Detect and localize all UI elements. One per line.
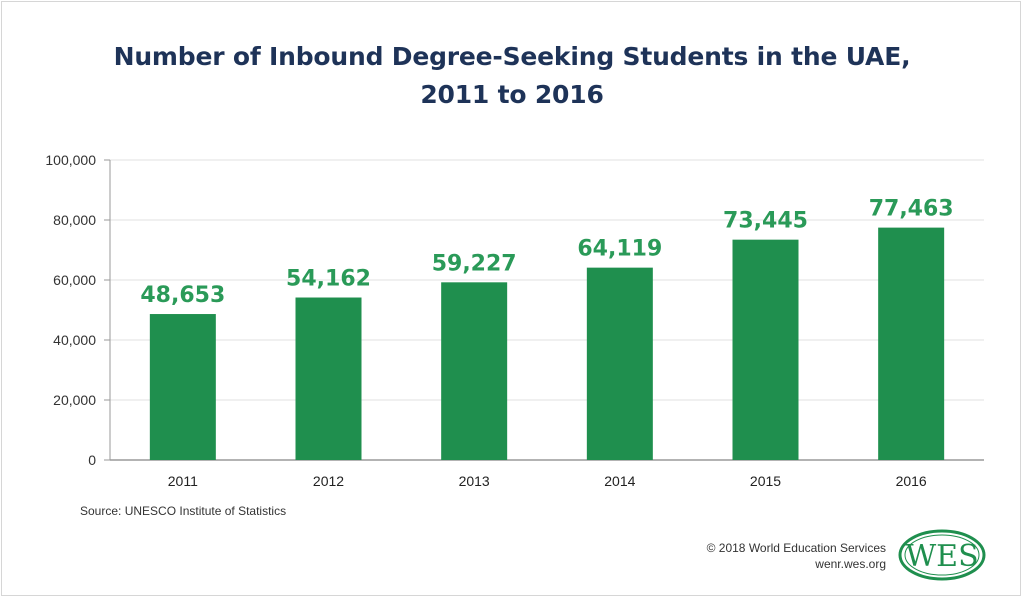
source-note: Source: UNESCO Institute of Statistics [80, 504, 287, 518]
wes-logo: WES [898, 529, 986, 581]
y-tick-label: 0 [88, 452, 96, 468]
data-label: 59,227 [432, 251, 517, 276]
data-label: 54,162 [286, 267, 371, 292]
data-label: 64,119 [577, 237, 662, 262]
bar [586, 267, 653, 460]
y-tick-label: 20,000 [53, 392, 96, 408]
x-tick-label: 2014 [604, 473, 635, 489]
x-tick-label: 2016 [896, 473, 927, 489]
copyright-text: © 2018 World Education Services [706, 541, 886, 555]
bar [295, 297, 362, 460]
y-tick-label: 80,000 [53, 212, 96, 228]
copyright-block: © 2018 World Education Services wenr.wes… [707, 540, 886, 572]
x-tick-label: 2012 [313, 473, 344, 489]
chart-title-line-1: Number of Inbound Degree-Seeking Student… [113, 42, 911, 71]
chart-title: Number of Inbound Degree-Seeking Student… [0, 38, 1024, 114]
y-tick-label: 100,000 [45, 152, 96, 168]
bar [878, 227, 945, 460]
bar [732, 239, 799, 460]
data-label: 77,463 [869, 197, 954, 222]
x-tick-label: 2011 [168, 473, 198, 489]
wes-logo-text: WES [905, 539, 978, 574]
y-tick-label: 40,000 [53, 332, 96, 348]
data-label: 73,445 [723, 209, 808, 234]
chart-title-line-2: 2011 to 2016 [420, 80, 604, 109]
y-tick-label: 60,000 [53, 272, 96, 288]
bar [149, 314, 216, 460]
x-tick-label: 2013 [459, 473, 490, 489]
x-tick-label: 2015 [750, 473, 781, 489]
website-text: wenr.wes.org [815, 557, 886, 571]
data-label: 48,653 [140, 283, 225, 308]
bar [441, 282, 508, 460]
